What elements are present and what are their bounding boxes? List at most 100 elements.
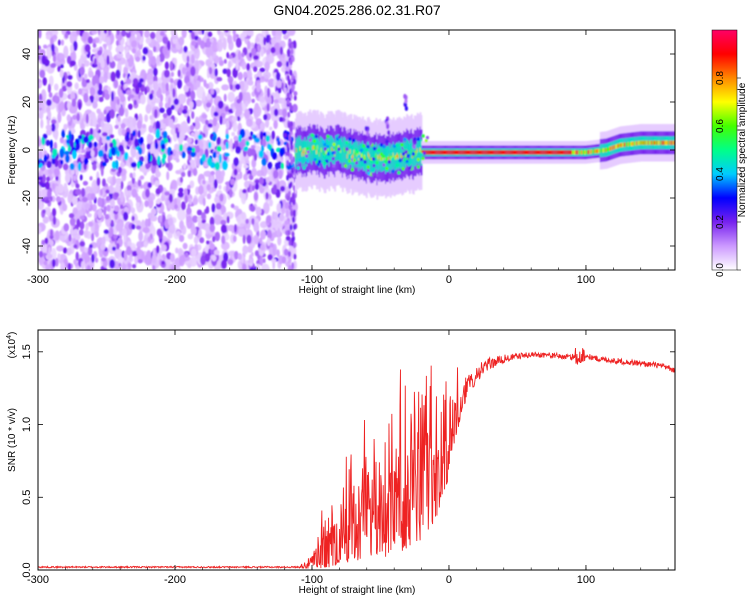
spectrogram-cell [211, 254, 217, 262]
spectrogram-cell [125, 78, 132, 85]
spectrogram-cell [329, 146, 332, 151]
spectrogram-cell [64, 32, 69, 39]
spectrogram-cell [367, 171, 371, 176]
spectrogram-cell [259, 131, 264, 141]
spectrogram-cell [57, 65, 61, 73]
spectrogram-cell [232, 67, 238, 79]
spectrogram-cell [132, 130, 136, 137]
spectrogram-cell [251, 158, 257, 168]
spectrogram-cell [418, 150, 421, 156]
spectrogram-cell [265, 135, 271, 143]
spectrogram-cell [226, 68, 231, 78]
spectrogram-cell [521, 150, 524, 155]
spectrogram-cell [283, 87, 288, 93]
spectrogram-cell [83, 73, 88, 80]
spectrogram-cell [323, 142, 327, 147]
spectrogram-cell [247, 79, 254, 86]
spectrogram-cell [665, 140, 667, 145]
spectrogram-cell [234, 138, 239, 149]
spectrogram-cell [191, 147, 196, 153]
spectrogram-cell [298, 158, 302, 162]
spectrogram-cell [537, 150, 540, 155]
spectrogram-cell [326, 144, 330, 149]
spectrogram-cell [38, 151, 43, 161]
spectrogram-cell [241, 61, 247, 70]
spectrogram-cell [369, 159, 373, 164]
spectrogram-cell [551, 150, 554, 155]
spectrogram-cell [507, 150, 510, 155]
spectrogram-cell [316, 149, 318, 155]
spectrogram-cell [235, 173, 241, 180]
spectrogram-cell [312, 139, 317, 143]
spectrogram-cell [123, 206, 129, 213]
spectrogram-cell [168, 118, 174, 128]
spectrogram-cell [53, 167, 60, 177]
spectrogram-cell [151, 253, 157, 264]
spectrogram-cell [51, 119, 57, 125]
spectrogram-cell [190, 151, 197, 158]
spectrogram-cell [147, 212, 153, 219]
spectrogram-cell [252, 185, 255, 192]
spectrogram-cell [54, 83, 59, 91]
spectrogram-cell [274, 211, 278, 221]
spectrogram-cell [468, 150, 471, 155]
spectrogram-cell [260, 244, 265, 251]
spectrogram-cell [64, 173, 71, 184]
spectrogram-cell [316, 162, 320, 167]
spectrogram-cell [69, 217, 76, 226]
spectrogram-cell [276, 30, 282, 36]
spectrogram-cell [120, 80, 124, 86]
spectrogram-cell [416, 137, 421, 141]
spectrogram-cell [662, 140, 665, 145]
spectrogram-cell [263, 201, 270, 215]
spectrogram-cell [114, 192, 120, 198]
spectrogram-cell [119, 204, 124, 210]
spectrogram-cell [375, 173, 379, 178]
spectrogram-cell [260, 76, 265, 81]
colorbar-tick-label: 0.2 [715, 215, 726, 229]
spectrogram-cell [112, 175, 116, 186]
spectrogram-cell [181, 109, 188, 115]
spectrogram-cell [42, 133, 48, 139]
spectrogram-cell [139, 175, 145, 180]
spectrogram-cell [398, 152, 401, 157]
spectrogram-cell [104, 214, 110, 220]
spectrogram-cell [385, 166, 389, 171]
spectrogram-cell [330, 146, 333, 151]
spectrogram-cell [125, 30, 131, 39]
spectrogram-cell [308, 138, 312, 142]
spectrogram-cell [305, 151, 308, 157]
spectrogram-cell [173, 98, 179, 106]
spectrogram-cell [426, 150, 429, 155]
spectrogram-cell [256, 82, 261, 93]
spectrogram-cell [169, 253, 175, 263]
spectrogram-cell [645, 140, 648, 145]
spectrogram-cell [98, 149, 104, 158]
spectrogram-cell [113, 234, 118, 240]
spectrogram-cell [91, 38, 97, 45]
spectrogram-cell [187, 233, 194, 240]
spectrogram-cell [613, 145, 616, 150]
spectrogram-cell [463, 150, 466, 155]
spectrogram-cell [171, 188, 176, 194]
spectrogram-cell [63, 182, 68, 193]
spectrogram-cell [594, 149, 596, 154]
spectrogram-cell [177, 247, 183, 257]
spectrogram-cell [194, 116, 200, 129]
spectrogram-cell [451, 150, 454, 155]
spectrogram-cell [362, 151, 364, 157]
spectrogram-cell [281, 30, 288, 35]
spectrogram-cell [254, 179, 260, 184]
spectrogram-cell [121, 262, 126, 270]
spectrogram-cell [126, 246, 132, 256]
spectrogram-cell [582, 150, 585, 155]
spectrogram-cell [673, 140, 675, 145]
spectrogram-cell [621, 142, 624, 148]
spectrogram-cell [291, 231, 295, 238]
spectrogram-cell [116, 52, 124, 59]
spectrogram-cell [79, 221, 85, 230]
spectrogram-cell [45, 34, 52, 40]
spectrogram-cell [560, 150, 563, 155]
spectrogram-cell [404, 106, 409, 112]
spectrogram-cell [476, 150, 478, 155]
